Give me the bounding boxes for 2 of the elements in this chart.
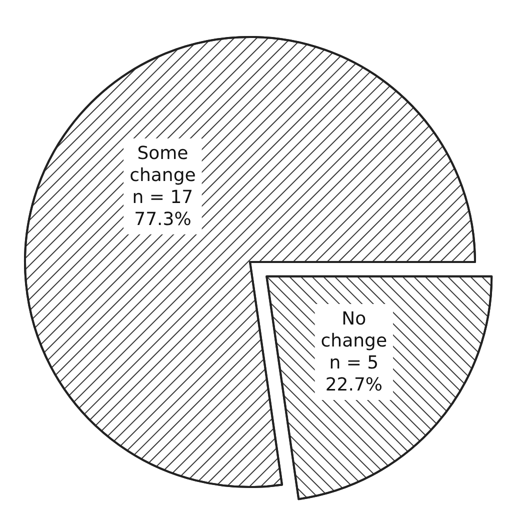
data-label: n = 17 77.3% <box>132 186 194 230</box>
data-label: n = 5 22.7% <box>325 352 383 396</box>
